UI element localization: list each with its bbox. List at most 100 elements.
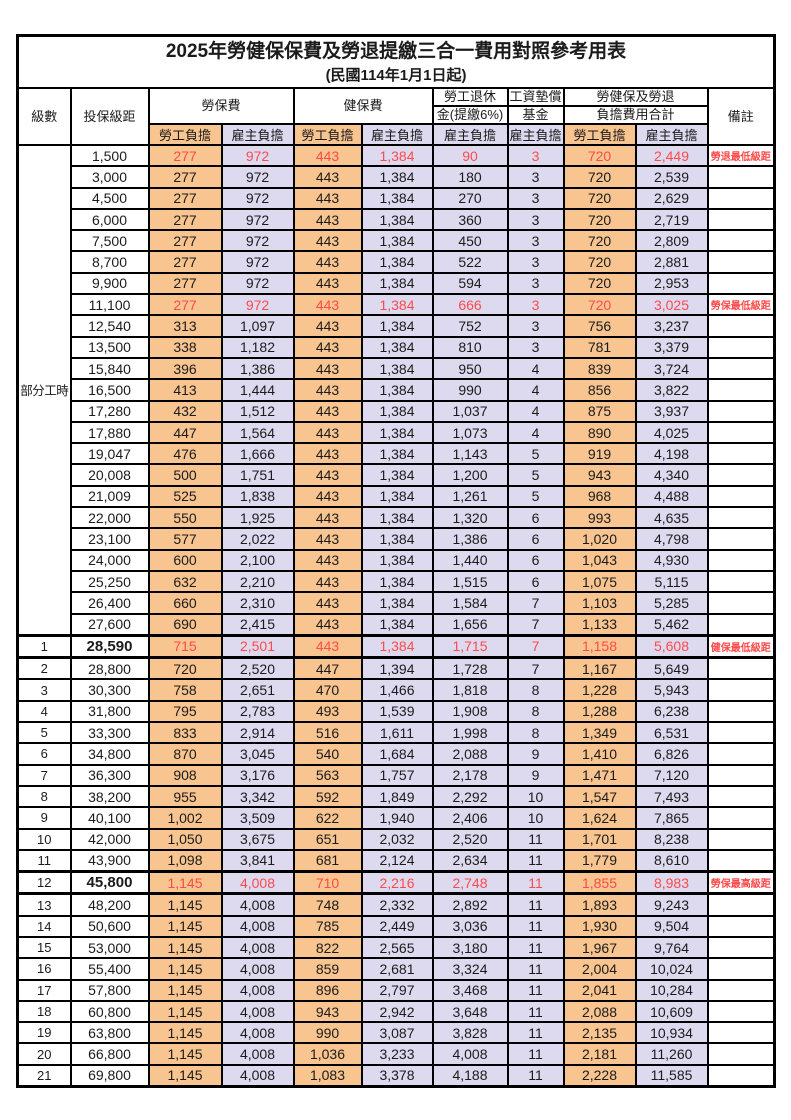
bracket-cell: 17,880 xyxy=(69,420,150,445)
health-employer-cell: 1,466 xyxy=(360,678,434,702)
table-row: 13,500 338 1,182 443 1,384 810 3 781 3,379 xyxy=(18,335,776,359)
fund-employer-cell: 4 xyxy=(506,420,565,445)
fund-employer-cell: 6 xyxy=(506,527,565,551)
table-row: 3,000 277 972 443 1,384 180 3 720 2,539 xyxy=(18,165,776,189)
labor-employer-cell: 4,008 xyxy=(220,999,295,1024)
total-employee-cell: 720 xyxy=(562,229,637,253)
remark-cell xyxy=(706,721,776,745)
labor-employer-cell: 1,564 xyxy=(220,420,295,445)
premium-reference-table: 2025年勞健保保費及勞退提繳三合一費用對照參考用表 (民國114年1月1日起)… xyxy=(16,34,776,1089)
total-employee-cell: 720 xyxy=(562,207,637,232)
labor-employer-cell: 1,444 xyxy=(220,378,295,402)
fund-employer-cell: 7 xyxy=(506,612,565,637)
level-cell: 16 xyxy=(16,957,72,981)
bracket-cell: 31,800 xyxy=(69,699,150,724)
remark-cell xyxy=(706,186,776,210)
pension-employer-cell: 3,648 xyxy=(431,999,509,1024)
bracket-cell: 28,800 xyxy=(69,656,150,681)
remark-cell xyxy=(706,569,776,594)
total-employer-cell: 2,881 xyxy=(634,250,709,274)
pension-employer-cell: 360 xyxy=(431,207,509,232)
fund-employer-cell: 3 xyxy=(506,165,565,189)
part-time-group-label: 部分工時 xyxy=(16,143,72,637)
level-cell: 11 xyxy=(16,848,72,873)
labor-employer-cell: 2,651 xyxy=(220,678,295,702)
labor-employee-cell: 550 xyxy=(147,506,223,530)
table-row: 19 63,800 1,145 4,008 990 3,087 3,828 11 2,135 10… xyxy=(16,1021,776,1045)
bracket-cell: 24,000 xyxy=(69,548,150,572)
title-cell: 2025年勞健保保費及勞退提繳三合一費用對照參考用表 (民國114年1月1日起) xyxy=(16,34,776,89)
bracket-cell: 8,700 xyxy=(69,250,150,274)
table-row: 13 48,200 1,145 4,008 748 2,332 2,892 11 1,893 9,… xyxy=(16,892,776,917)
total-employer-cell: 10,024 xyxy=(634,957,709,981)
health-employer-cell: 1,384 xyxy=(360,399,434,423)
labor-employer-cell: 1,666 xyxy=(220,442,295,466)
pension-employer-cell: 270 xyxy=(431,186,509,210)
labor-employer-cell: 1,838 xyxy=(220,484,295,509)
table-row: 3 30,300 758 2,651 470 1,466 1,818 8 1,228 5,943 xyxy=(16,678,776,702)
total-employee-cell: 720 xyxy=(562,271,637,296)
total-employee-cell: 1,158 xyxy=(562,633,637,660)
table-row: 20 66,800 1,145 4,008 1,036 3,233 4,008 11 2,181… xyxy=(16,1042,776,1066)
pension-employer-cell: 1,818 xyxy=(431,678,509,702)
fund-employer-cell: 7 xyxy=(506,633,565,660)
labor-employee-cell: 632 xyxy=(147,569,223,594)
labor-employer-cell: 3,509 xyxy=(220,806,295,830)
fund-employer-cell: 5 xyxy=(506,484,565,509)
labor-employer-cell: 972 xyxy=(220,165,295,189)
total-employee-cell: 1,930 xyxy=(562,914,637,938)
total-employer-cell: 5,649 xyxy=(634,656,709,681)
fund-employer-cell: 3 xyxy=(506,250,565,274)
pension-employer-cell: 1,715 xyxy=(431,633,509,660)
health-employer-cell: 1,384 xyxy=(360,143,434,168)
labor-employer-cell: 4,008 xyxy=(220,1063,295,1088)
health-employee-cell: 622 xyxy=(292,806,363,830)
remark-cell xyxy=(706,699,776,724)
labor-employer-cell: 3,675 xyxy=(220,827,295,851)
fund-employer-cell: 9 xyxy=(506,763,565,787)
labor-employer-cell: 2,210 xyxy=(220,569,295,594)
table-body: 部分工時 1,500 277 972 443 1,384 90 3 720 2,449 勞退最低級距… xyxy=(16,143,776,1088)
level-cell: 2 xyxy=(16,656,72,681)
health-employer-cell: 1,384 xyxy=(360,442,434,466)
health-employer-cell: 1,384 xyxy=(360,335,434,359)
labor-employee-cell: 277 xyxy=(147,293,223,317)
total-employee-cell: 2,041 xyxy=(562,978,637,1002)
pension-employer-cell: 4,188 xyxy=(431,1063,509,1088)
total-employee-cell: 1,167 xyxy=(562,656,637,681)
table-row: 17,880 447 1,564 443 1,384 1,073 4 890 4,025 xyxy=(18,420,776,445)
labor-employer-cell: 3,342 xyxy=(220,784,295,809)
fund-employer-cell: 11 xyxy=(506,1042,565,1066)
health-employee-cell: 540 xyxy=(292,742,363,766)
health-employer-cell: 1,757 xyxy=(360,763,434,787)
level-cell: 13 xyxy=(16,892,72,917)
labor-employee-cell: 1,145 xyxy=(147,1021,223,1045)
subheader-total-employer: 雇主負擔 xyxy=(634,123,709,146)
fund-employer-cell: 3 xyxy=(506,314,565,338)
health-employee-cell: 990 xyxy=(292,1021,363,1045)
health-employer-cell: 1,394 xyxy=(360,656,434,681)
remark-cell xyxy=(706,827,776,851)
total-employer-cell: 6,238 xyxy=(634,699,709,724)
labor-employee-cell: 795 xyxy=(147,699,223,724)
health-employee-cell: 443 xyxy=(292,293,363,317)
total-employer-cell: 5,608 xyxy=(634,633,709,660)
total-employee-cell: 1,967 xyxy=(562,935,637,960)
table-row: 4,500 277 972 443 1,384 270 3 720 2,629 xyxy=(18,186,776,210)
total-employee-cell: 1,471 xyxy=(562,763,637,787)
labor-employee-cell: 1,145 xyxy=(147,957,223,981)
fund-employer-cell: 3 xyxy=(506,271,565,296)
health-employee-cell: 443 xyxy=(292,229,363,253)
subheader-total-employee: 勞工負擔 xyxy=(562,123,637,146)
labor-employer-cell: 972 xyxy=(220,271,295,296)
bracket-cell: 13,500 xyxy=(69,335,150,359)
pension-employer-cell: 1,584 xyxy=(431,591,509,615)
pension-employer-cell: 1,728 xyxy=(431,656,509,681)
labor-employer-cell: 972 xyxy=(220,143,295,168)
table-row: 21 69,800 1,145 4,008 1,083 3,378 4,188 11 2,228… xyxy=(16,1063,776,1088)
remark-cell xyxy=(706,271,776,296)
remark-cell xyxy=(706,335,776,359)
total-employee-cell: 2,135 xyxy=(562,1021,637,1045)
labor-employer-cell: 2,783 xyxy=(220,699,295,724)
health-employer-cell: 2,565 xyxy=(360,935,434,960)
